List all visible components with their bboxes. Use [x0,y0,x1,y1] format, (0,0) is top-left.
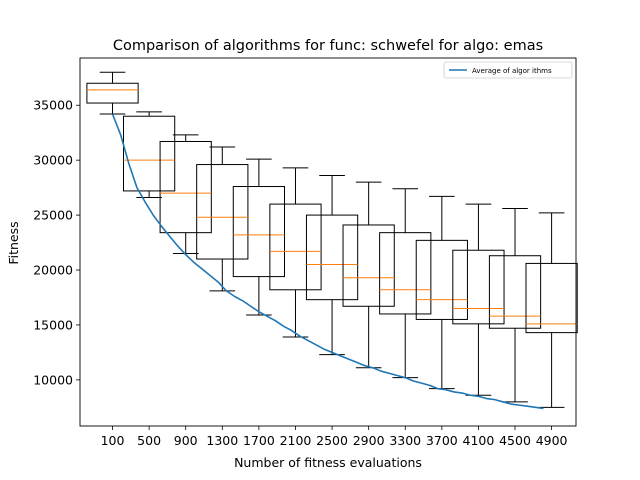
legend: Average of algor ithms [443,61,573,79]
series-line-average [111,113,544,410]
x-tick-label: 3300 [389,433,421,448]
x-tick-label: 4500 [499,433,531,448]
box-iqr [488,255,542,329]
box-iqr [525,262,578,334]
x-tick-label: 4100 [463,433,495,448]
x-tick-label: 2100 [280,433,312,448]
box-iqr [379,232,432,315]
x-tick-label: 2900 [353,433,385,448]
box-iqr [305,214,359,301]
box-iqr [342,224,395,307]
x-tick-label: 3700 [426,433,458,448]
y-tick-label: 20000 [33,263,73,278]
chart-title: Comparison of algorithms for func: schwe… [113,38,543,54]
x-tick-label: 100 [101,433,125,448]
x-tick-label: 1700 [243,433,275,448]
y-axis-label: Fitness [6,221,21,264]
plot-area: 10000 15000 20000 25000 30000 35000 100 500 900 1… [33,57,578,448]
x-tick-label: 2500 [316,433,348,448]
box-iqr [232,186,285,278]
x-axis-label: Number of fitness evaluations [234,455,422,470]
box-iqr [86,82,139,104]
y-tick-label: 25000 [33,208,73,223]
box-iqr [196,164,249,260]
y-tick-label: 30000 [33,153,73,168]
box-iqr [159,140,212,234]
y-tick-label: 10000 [33,372,73,387]
box-iqr [452,249,505,325]
legend-entry-label: Average of algor ithms [472,67,552,75]
box-iqr [123,115,176,192]
legend-frame [443,61,573,79]
x-tick-label: 500 [137,433,161,448]
x-tick-label: 4900 [536,433,568,448]
axes-frame [79,57,577,427]
box-iqr [269,203,322,291]
y-tick-label: 35000 [33,98,73,113]
x-tick-label: 1300 [206,433,238,448]
box-iqr [415,239,468,320]
y-tick-label: 15000 [33,317,73,332]
x-tick-label: 900 [174,433,198,448]
